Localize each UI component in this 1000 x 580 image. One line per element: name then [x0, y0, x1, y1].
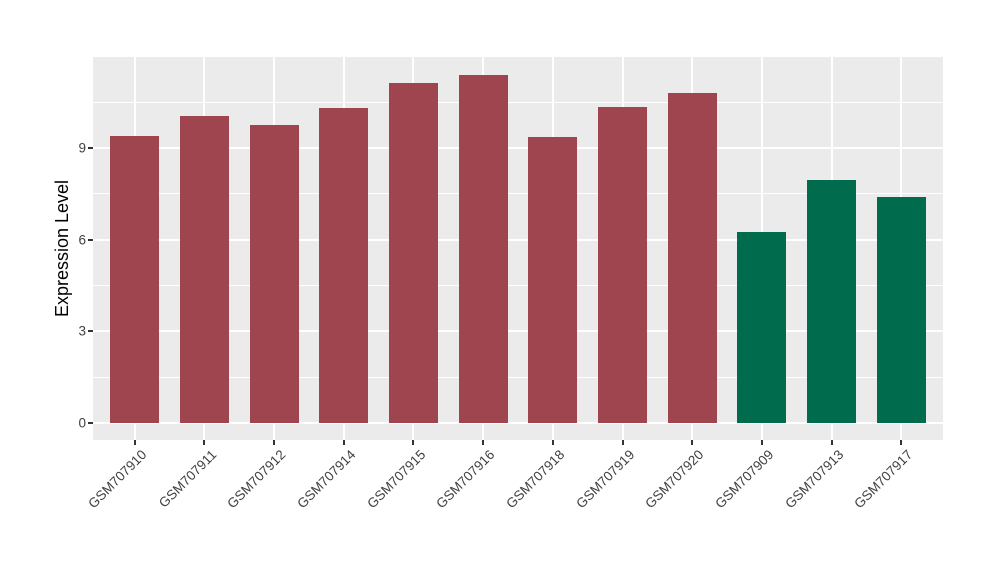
y-tick-mark: [88, 422, 93, 425]
x-tick-label: GSM707920: [642, 447, 707, 512]
bar-gsm707915: [388, 82, 438, 424]
bar-gsm707917: [876, 197, 926, 423]
x-tick-mark: [760, 440, 763, 445]
x-tick-mark: [273, 440, 276, 445]
bar-gsm707912: [249, 125, 299, 423]
x-tick-label: GSM707912: [224, 447, 289, 512]
bar-gsm707910: [110, 135, 160, 423]
x-tick-label: GSM707917: [851, 447, 916, 512]
x-tick-label: GSM707915: [363, 447, 429, 512]
x-tick-mark: [900, 440, 903, 445]
x-tick-mark: [691, 440, 694, 445]
x-tick-mark: [551, 440, 554, 445]
y-tick-mark: [88, 238, 93, 241]
x-tick-mark: [482, 440, 485, 445]
y-tick-label: 6: [78, 232, 86, 248]
minor-gridline: [93, 193, 943, 195]
major-gridline: [93, 330, 943, 333]
bar-gsm707914: [319, 108, 369, 423]
major-gridline: [93, 422, 943, 425]
x-tick-label: GSM707918: [503, 447, 568, 512]
x-tick-label: GSM707913: [781, 447, 847, 512]
major-gridline: [93, 147, 943, 150]
x-tick-label: GSM707911: [155, 447, 220, 511]
y-tick-mark: [88, 330, 93, 333]
bar-gsm707911: [179, 116, 229, 424]
y-tick-label: 3: [78, 323, 86, 339]
bar-gsm707916: [458, 74, 508, 423]
bar-gsm707909: [737, 232, 787, 423]
y-tick-mark: [88, 147, 93, 150]
bar-gsm707920: [667, 93, 717, 424]
x-tick-label: GSM707916: [433, 447, 498, 512]
x-tick-mark: [203, 440, 206, 445]
y-tick-label: 9: [78, 140, 86, 156]
plot-panel: [93, 57, 943, 440]
x-tick-label: GSM707919: [572, 447, 638, 512]
bar-gsm707913: [807, 180, 857, 423]
minor-gridline: [93, 376, 943, 378]
minor-gridline: [93, 285, 943, 287]
x-tick-mark: [412, 440, 415, 445]
x-tick-mark: [133, 440, 136, 445]
x-tick-mark: [621, 440, 624, 445]
bar-gsm707918: [528, 137, 578, 424]
x-tick-label: GSM707909: [712, 447, 777, 512]
x-tick-mark: [342, 440, 345, 445]
x-tick-label: GSM707914: [294, 447, 359, 512]
x-tick-mark: [830, 440, 833, 445]
x-tick-label: GSM707910: [85, 447, 150, 512]
minor-gridline: [93, 101, 943, 103]
major-gridline: [93, 238, 943, 241]
bar-gsm707919: [598, 106, 647, 423]
y-tick-label: 0: [78, 415, 86, 431]
y-axis-title: Expression Level: [52, 179, 72, 318]
